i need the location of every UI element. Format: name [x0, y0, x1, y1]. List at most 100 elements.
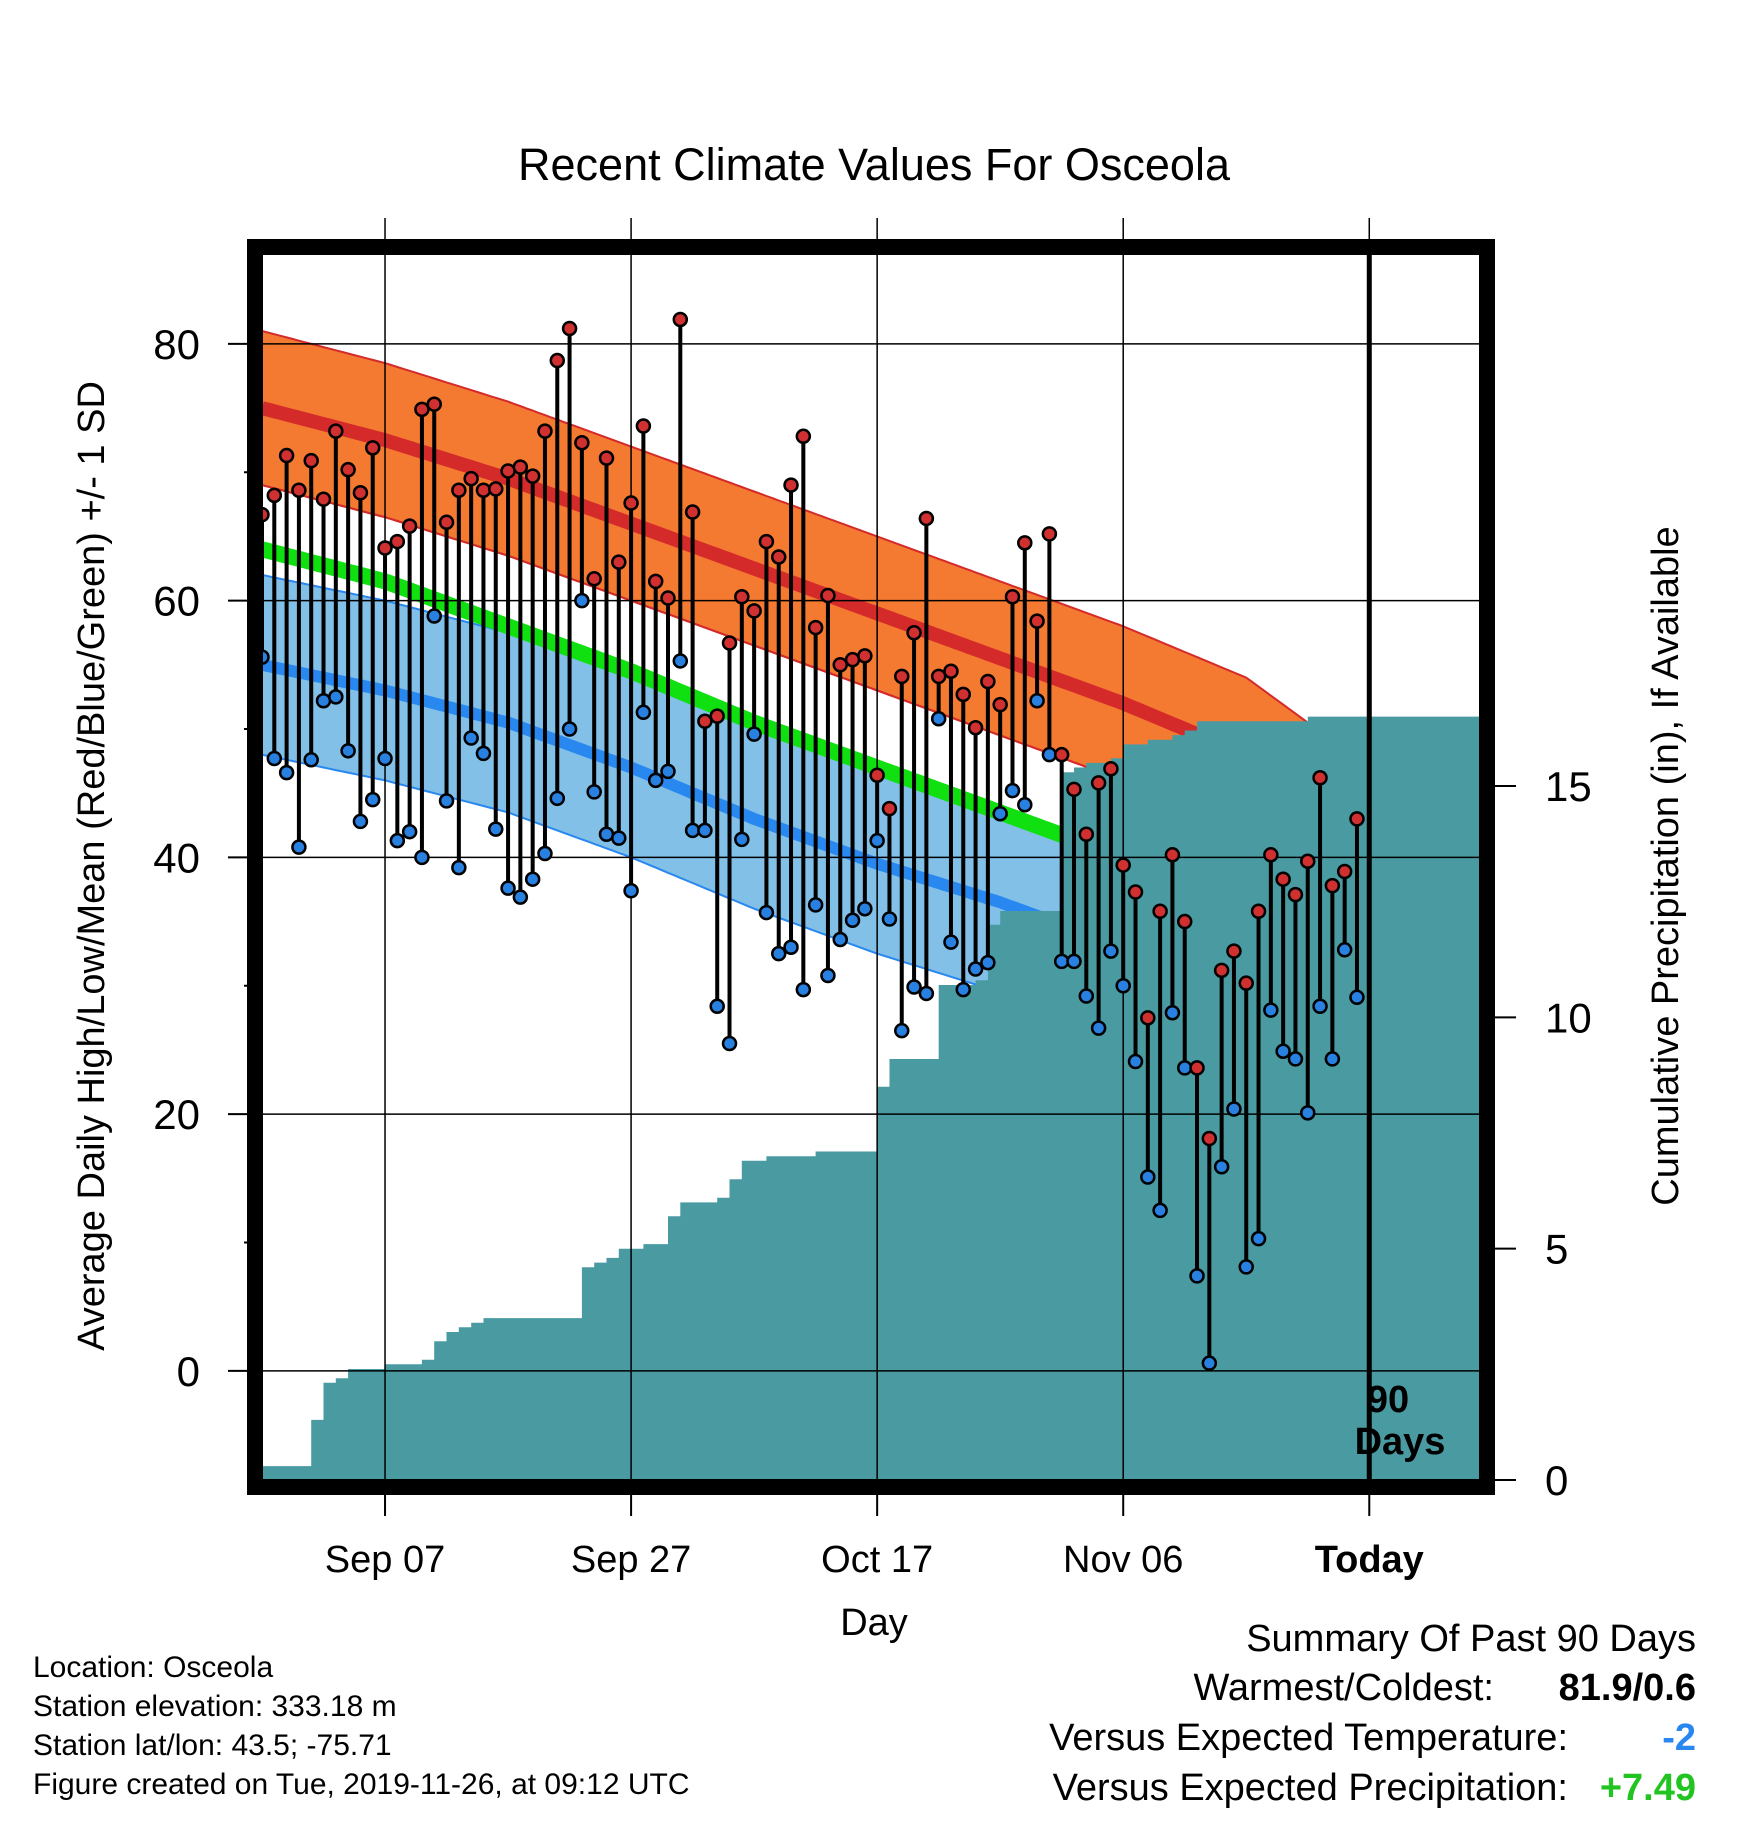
- low-point: [1213, 1159, 1230, 1175]
- chart-title: Recent Climate Values For Osceola: [518, 139, 1231, 190]
- low-point: [512, 889, 529, 905]
- high-point: [340, 461, 356, 478]
- low-point: [1263, 1002, 1279, 1018]
- precipitation-area: [262, 716, 1480, 1480]
- high-point: [1176, 913, 1193, 930]
- high-point: [770, 549, 787, 565]
- observed-stems: [260, 319, 1359, 1364]
- high-point: [1226, 943, 1242, 959]
- low-point: [844, 912, 861, 929]
- high-point: [1053, 746, 1070, 763]
- low-point: [943, 934, 959, 950]
- high-point: [278, 447, 295, 464]
- low-point: [1238, 1259, 1254, 1275]
- low-point: [721, 1035, 738, 1052]
- low-point: [611, 830, 627, 846]
- low-point: [857, 900, 873, 917]
- low-point: [1201, 1355, 1218, 1371]
- low-point: [758, 904, 775, 921]
- high-point: [598, 450, 615, 466]
- low-point: [414, 849, 430, 866]
- high-point: [660, 590, 676, 606]
- low-point: [918, 985, 935, 1002]
- high-point: [574, 434, 590, 451]
- high-point: [881, 800, 898, 817]
- high-point: [549, 352, 566, 369]
- high-point: [303, 452, 319, 469]
- low-point: [561, 721, 578, 737]
- right-tick-label: 5: [1545, 1226, 1568, 1273]
- high-point: [943, 663, 959, 679]
- low-point: [389, 832, 406, 849]
- high-point: [820, 587, 836, 604]
- x-tick-label: Sep 07: [325, 1539, 445, 1581]
- low-point: [1250, 1230, 1267, 1247]
- temp-value: -2: [1662, 1717, 1696, 1759]
- latlon-text: Station lat/lon: 43.5; -75.71: [33, 1729, 392, 1762]
- high-point: [1213, 962, 1230, 979]
- high-point: [377, 540, 393, 556]
- low-point: [1226, 1101, 1242, 1117]
- high-point: [500, 463, 516, 479]
- x-tick-label: Nov 06: [1063, 1539, 1183, 1581]
- high-point: [524, 468, 541, 484]
- low-point: [980, 954, 996, 971]
- high-point: [401, 518, 418, 534]
- low-point: [1300, 1105, 1316, 1121]
- high-point: [1103, 761, 1119, 777]
- high-point: [488, 481, 504, 497]
- high-point: [328, 423, 344, 439]
- low-point: [1349, 989, 1365, 1006]
- low-point: [574, 592, 590, 609]
- low-point: [869, 832, 885, 849]
- high-point: [894, 668, 910, 685]
- low-point: [1127, 1053, 1144, 1070]
- high-point: [709, 708, 725, 724]
- high-point: [672, 311, 689, 328]
- low-point: [734, 831, 750, 848]
- high-point: [857, 648, 873, 664]
- low-point: [1004, 782, 1021, 799]
- high-point: [438, 514, 455, 531]
- high-point: [315, 491, 332, 507]
- low-point: [783, 939, 799, 955]
- low-point: [451, 859, 467, 876]
- high-point: [266, 487, 283, 504]
- high-point: [1250, 903, 1267, 920]
- high-point: [1017, 535, 1033, 551]
- precip-value: +7.49: [1599, 1767, 1696, 1809]
- left-tick-label: 80: [153, 321, 200, 368]
- low-point: [537, 845, 553, 862]
- low-point: [1324, 1051, 1341, 1067]
- high-point: [426, 396, 442, 412]
- high-point: [1115, 857, 1131, 873]
- low-point: [1164, 1004, 1181, 1021]
- summary-heading: Summary Of Past 90 Days: [1246, 1618, 1696, 1660]
- high-point: [721, 635, 738, 651]
- high-point: [512, 459, 529, 475]
- low-point: [1189, 1268, 1205, 1284]
- low-point: [315, 693, 332, 709]
- high-point: [697, 713, 713, 730]
- low-point: [1053, 953, 1070, 970]
- high-point: [389, 533, 406, 550]
- low-point: [807, 897, 824, 913]
- high-point: [1263, 847, 1279, 863]
- low-point: [1287, 1051, 1304, 1067]
- high-point: [1078, 826, 1095, 843]
- low-point: [438, 793, 455, 809]
- low-point: [881, 911, 898, 927]
- today-days-label: 90: [1367, 1379, 1409, 1421]
- low-point: [266, 750, 283, 767]
- high-point: [807, 619, 824, 636]
- right-tick-label: 0: [1545, 1457, 1568, 1504]
- high-point: [364, 440, 381, 456]
- plot-border: [247, 239, 1495, 1495]
- precip-label: Versus Expected Precipitation:: [1052, 1767, 1568, 1809]
- low-point: [303, 752, 319, 768]
- low-point: [586, 784, 602, 800]
- low-point: [1041, 746, 1058, 763]
- high-point: [475, 482, 492, 498]
- low-point: [1017, 796, 1033, 813]
- high-point: [414, 401, 430, 418]
